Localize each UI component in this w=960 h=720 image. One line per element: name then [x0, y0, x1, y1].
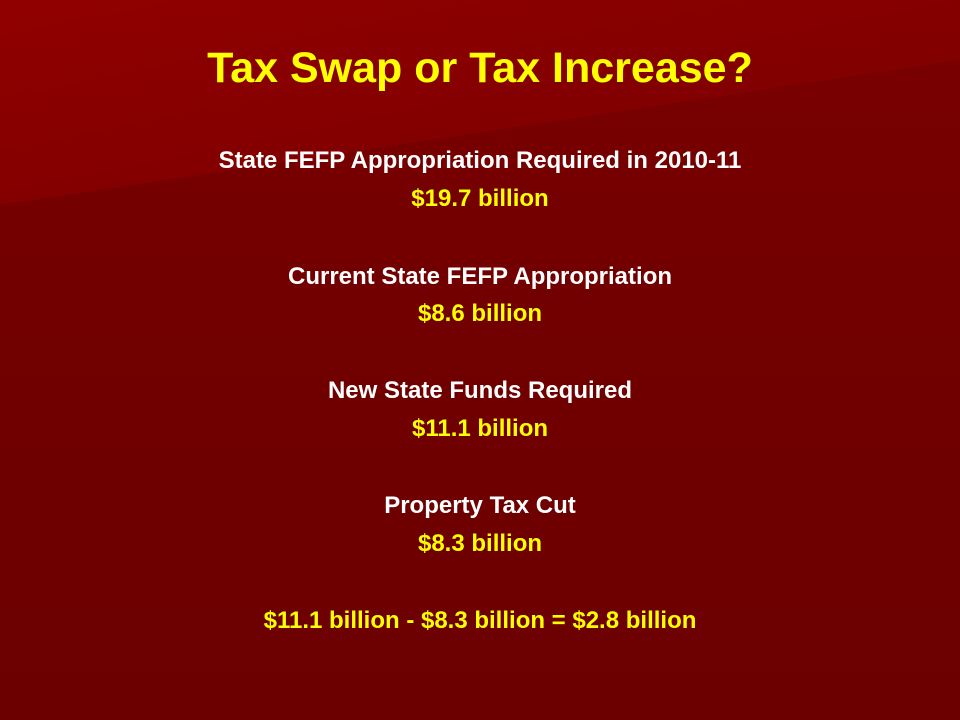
property-tax-cut-value: $8.3 billion	[417, 530, 543, 557]
property-tax-cut-label: Property Tax Cut	[384, 492, 576, 519]
new-funds-label: New State Funds Required	[327, 377, 633, 404]
fefp-required-value: $19.7 billion	[411, 185, 549, 212]
current-fefp-label: Current State FEFP Appropriation	[287, 263, 673, 290]
current-fefp-value: $8.6 billion	[417, 300, 543, 327]
new-funds-value: $11.1 billion	[411, 415, 549, 442]
fefp-required-label: State FEFP Appropriation Required in 201…	[218, 147, 742, 174]
equation-text: $11.1 billion - $8.3 billion = $2.8 bill…	[263, 607, 697, 634]
slide-title: Tax Swap or Tax Increase?	[207, 44, 753, 92]
